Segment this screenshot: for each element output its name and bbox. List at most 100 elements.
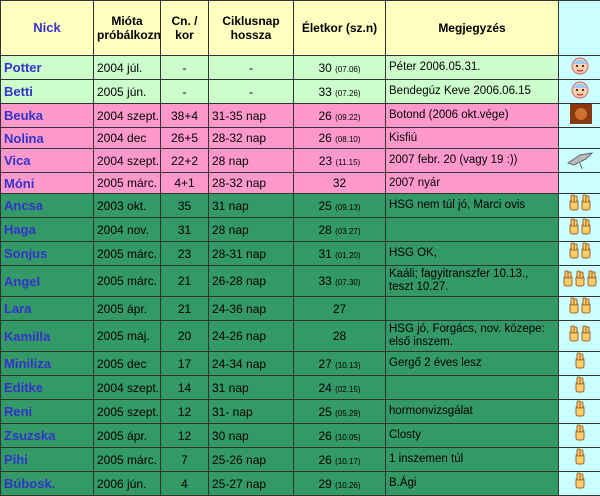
since-cell: 2004 szept. — [94, 104, 161, 128]
birthday: (10.05) — [335, 433, 360, 442]
cycles-cell: 4 — [161, 472, 209, 496]
cycle-length-cell: 25-26 nap — [209, 448, 294, 472]
cycles-cell: 12 — [161, 400, 209, 424]
icon — [560, 194, 600, 214]
since-cell: 2004 dec — [94, 128, 161, 149]
icon — [560, 56, 600, 76]
icon — [560, 448, 600, 468]
age-cell: 25 (09.13) — [294, 194, 386, 218]
cycles-cell: 22+2 — [161, 149, 209, 173]
icon — [560, 218, 600, 238]
since-cell: 2005 ápr. — [94, 424, 161, 448]
nick-cell: Búbosk. — [1, 472, 94, 496]
nick-cell: Potter — [1, 56, 94, 80]
nick-cell: Nolina — [1, 128, 94, 149]
cycles-cell: 23 — [161, 242, 209, 266]
cycles-cell: 31 — [161, 218, 209, 242]
header-cell: Ciklusnap hossza — [209, 1, 294, 56]
cycles-cell: 38+4 — [161, 104, 209, 128]
note-cell: Botond (2006 okt.vége) — [386, 104, 559, 128]
since-cell: 2005 ápr. — [94, 297, 161, 321]
icon-cell — [559, 321, 600, 352]
icon — [560, 325, 600, 345]
icon-cell — [559, 352, 600, 376]
since-cell: 2004 júl. — [94, 56, 161, 80]
icon-cell — [559, 149, 600, 173]
nick-cell: Betti — [1, 80, 94, 104]
age: 29 — [318, 477, 331, 491]
cycle-length-cell: 28 nap — [209, 149, 294, 173]
age: 33 — [318, 274, 331, 288]
cycles-cell: - — [161, 56, 209, 80]
icon-cell — [559, 194, 600, 218]
nick-cell: Sonjus — [1, 242, 94, 266]
note-cell: Closty — [386, 424, 559, 448]
icon-cell — [559, 400, 600, 424]
age-cell: 25 (05.29) — [294, 400, 386, 424]
cycle-length-cell: 25-27 nap — [209, 472, 294, 496]
birthday: (07.30) — [335, 278, 360, 287]
nick-cell: Beuka — [1, 104, 94, 128]
icon — [560, 376, 600, 396]
birthday: (05.29) — [335, 409, 360, 418]
cycle-length-cell: 24-36 nap — [209, 297, 294, 321]
cycle-length-cell: - — [209, 56, 294, 80]
cycle-length-cell: 31 nap — [209, 194, 294, 218]
note-cell — [386, 376, 559, 400]
cycle-length-cell: - — [209, 80, 294, 104]
age-cell: 27 (10.13) — [294, 352, 386, 376]
since-cell: 2004 nov. — [94, 218, 161, 242]
icon-cell — [559, 173, 600, 194]
note-cell: Péter 2006.05.31. — [386, 56, 559, 80]
since-cell: 2005 jún. — [94, 80, 161, 104]
age-cell: 26 (10.17) — [294, 448, 386, 472]
nick-cell: Reni — [1, 400, 94, 424]
birthday: (10.17) — [335, 457, 360, 466]
age: 25 — [318, 405, 331, 419]
note-cell: Bendegúz Keve 2006.06.15 — [386, 80, 559, 104]
age: 26 — [318, 429, 331, 443]
note-cell: 2007 febr. 20 (vagy 19 :)) — [386, 149, 559, 173]
cycles-cell: - — [161, 80, 209, 104]
age: 26 — [318, 109, 331, 123]
icon-cell — [559, 128, 600, 149]
cycle-length-cell: 28-32 nap — [209, 128, 294, 149]
age-cell: 23 (11.15) — [294, 149, 386, 173]
icon-cell — [559, 376, 600, 400]
header-cell: Cn. / kor — [161, 1, 209, 56]
cycle-length-cell: 26-28 nap — [209, 266, 294, 297]
birthday: (10.13) — [335, 361, 360, 370]
cycle-length-cell: 31- nap — [209, 400, 294, 424]
age: 32 — [333, 176, 346, 190]
note-cell: HSG jó, Forgács, nov. közepe: első insze… — [386, 321, 559, 352]
cycle-length-cell: 28-31 nap — [209, 242, 294, 266]
age-cell: 26 (10.05) — [294, 424, 386, 448]
icon-cell — [559, 104, 600, 128]
cycles-cell: 14 — [161, 376, 209, 400]
age-cell: 26 (09.22) — [294, 104, 386, 128]
icon — [560, 270, 600, 290]
cycles-cell: 7 — [161, 448, 209, 472]
cycles-cell: 26+5 — [161, 128, 209, 149]
birthday: (11.15) — [335, 158, 360, 167]
since-cell: 2005 szept. — [94, 400, 161, 424]
birthday: (01.20) — [335, 251, 360, 260]
age: 23 — [319, 154, 332, 168]
birthday: (09.13) — [335, 203, 360, 212]
nick-cell: Vica — [1, 149, 94, 173]
cycles-cell: 17 — [161, 352, 209, 376]
note-cell — [386, 218, 559, 242]
age-cell: 24 (02.15) — [294, 376, 386, 400]
icon-cell — [559, 424, 600, 448]
icon-cell — [559, 242, 600, 266]
since-cell: 2006 jún. — [94, 472, 161, 496]
note-cell: hormonvizsgálat — [386, 400, 559, 424]
